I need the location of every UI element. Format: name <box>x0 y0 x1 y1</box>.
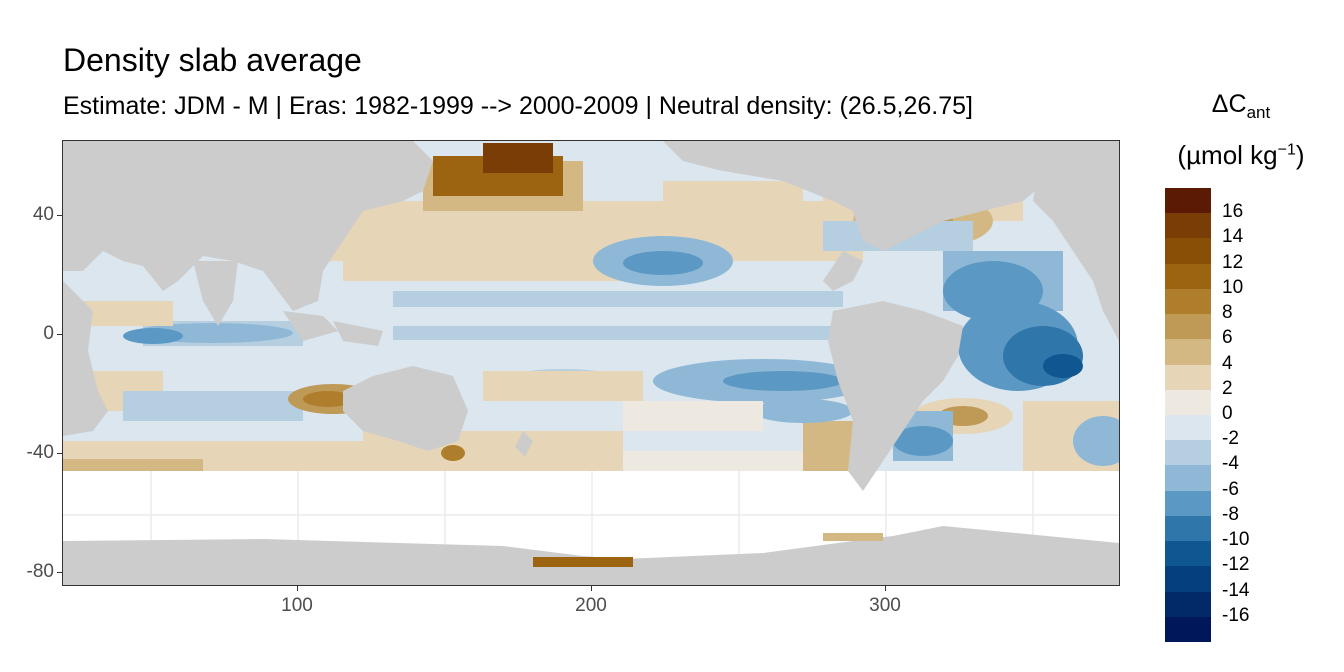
legend-tick-label: 0 <box>1222 403 1233 424</box>
legend-swatch <box>1165 566 1211 593</box>
y-tick-mark <box>57 334 62 335</box>
x-tick-mark <box>297 586 298 591</box>
legend-tick-label: 4 <box>1222 352 1233 374</box>
legend-tick-label: 8 <box>1222 302 1233 324</box>
legend-swatch <box>1165 188 1211 214</box>
y-tick-mark <box>57 215 62 216</box>
legend-title: ΔCant <box>1156 90 1326 123</box>
legend-tick-label: 14 <box>1222 226 1244 248</box>
antarctic-anomaly <box>823 533 883 541</box>
legend-swatch <box>1165 314 1211 340</box>
legend-tick-label: -14 <box>1222 579 1250 601</box>
legend-swatch <box>1165 616 1211 643</box>
legend-tick-label: -10 <box>1222 529 1250 551</box>
legend-tick-label: -6 <box>1222 478 1239 500</box>
legend-swatch <box>1165 541 1211 567</box>
x-tick-label: 200 <box>575 595 607 616</box>
chart-title: Density slab average <box>63 42 362 78</box>
legend-unit: (µmol kg−1) <box>1156 140 1326 171</box>
legend-swatch <box>1165 213 1211 239</box>
legend-swatch <box>1165 515 1211 542</box>
legend-swatch <box>1165 440 1211 466</box>
legend-swatch <box>1165 263 1211 290</box>
anomaly-field <box>63 143 1119 471</box>
legend-swatch <box>1165 288 1211 315</box>
legend-unit-close: ) <box>1295 140 1305 170</box>
legend-swatch <box>1165 415 1211 441</box>
x-tick-label: 100 <box>281 595 313 616</box>
x-tick-label: 300 <box>869 595 901 616</box>
legend-swatch <box>1165 490 1211 517</box>
legend-colorbar <box>1165 188 1211 643</box>
y-tick-label: 40 <box>32 204 54 225</box>
chart-subtitle: Estimate: JDM - M | Eras: 1982-1999 --> … <box>63 92 973 120</box>
legend-tick-label: 10 <box>1222 276 1244 298</box>
x-tick-mark <box>885 586 886 591</box>
legend-swatch <box>1165 339 1211 366</box>
legend-swatch <box>1165 465 1211 492</box>
legend-tick-label: 6 <box>1222 327 1233 349</box>
y-tick-label: 0 <box>43 323 54 344</box>
legend-tick-label: -2 <box>1222 428 1239 450</box>
y-tick-mark <box>57 572 62 573</box>
legend-title-main: ΔC <box>1211 90 1247 118</box>
legend-swatch <box>1165 364 1211 391</box>
x-tick-mark <box>591 586 592 591</box>
legend-tick-label: -8 <box>1222 503 1239 525</box>
legend-tick-label: -16 <box>1222 604 1250 626</box>
legend-unit-text: (µmol kg <box>1177 140 1278 170</box>
legend-tick-label: 12 <box>1222 251 1244 273</box>
legend-title-sub: ant <box>1246 103 1271 122</box>
legend-swatch <box>1165 389 1211 416</box>
legend-tick-label: 2 <box>1222 377 1233 399</box>
legend-tick-label: -4 <box>1222 453 1239 475</box>
legend-unit-sup: −1 <box>1277 141 1296 159</box>
y-tick-label: -40 <box>26 442 54 463</box>
map-panel <box>62 140 1120 586</box>
y-tick-label: -80 <box>26 561 54 582</box>
legend-swatch <box>1165 238 1211 265</box>
legend-tick-label: -12 <box>1222 554 1250 576</box>
legend-tick-label: 16 <box>1222 201 1244 223</box>
y-tick-mark <box>57 453 62 454</box>
antarctic-anomaly <box>533 557 633 567</box>
map-plot <box>63 141 1119 585</box>
legend-swatch <box>1165 591 1211 618</box>
